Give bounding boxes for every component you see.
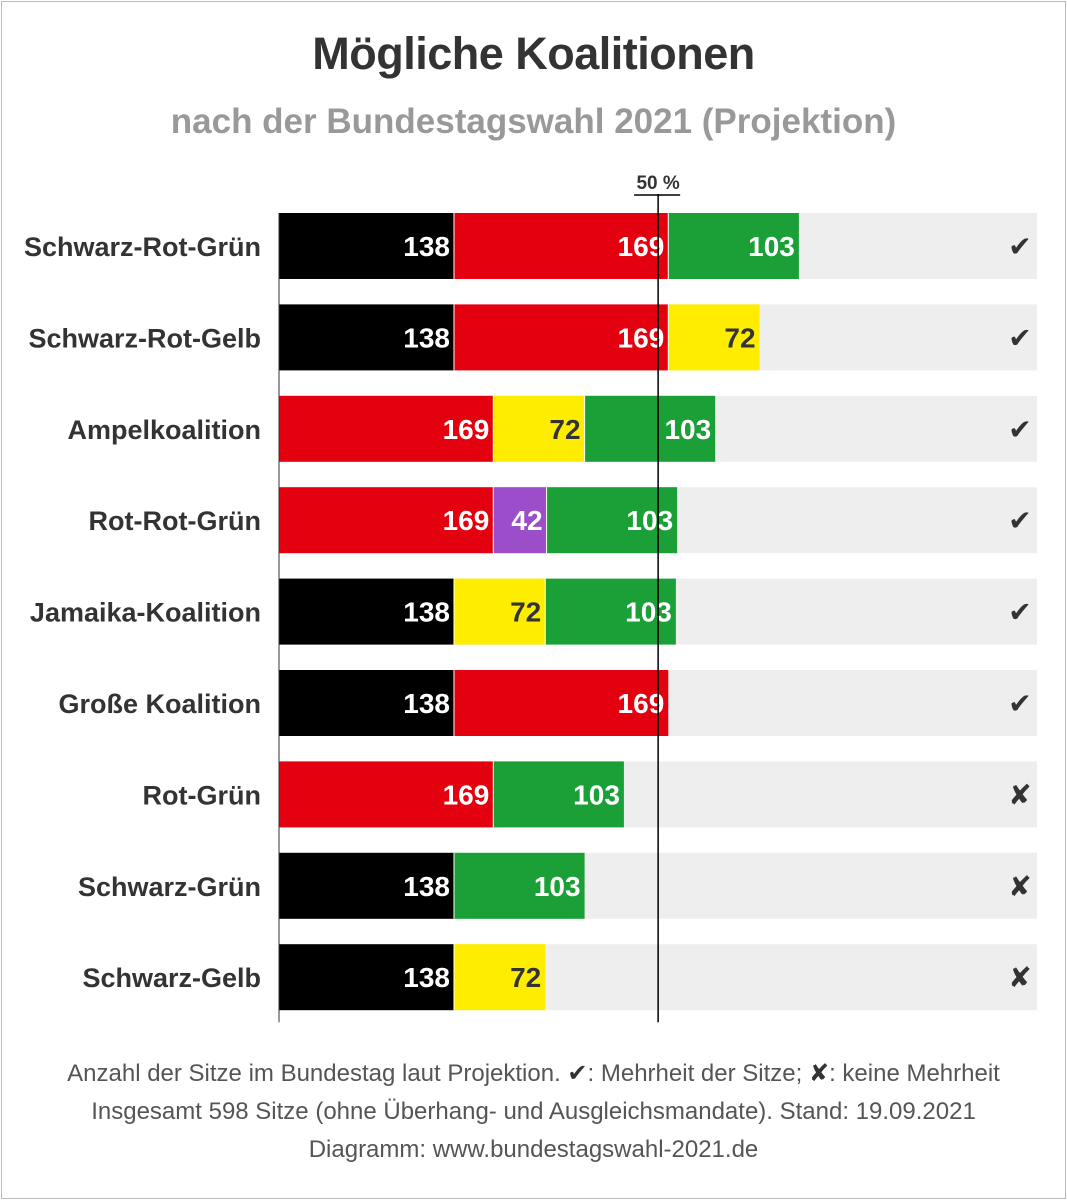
segment-value-ampelkoalition-1: 72	[549, 414, 580, 445]
check-icon-schwarz-rot-gelb: ✔	[1008, 321, 1031, 354]
bar-segment-schwarz-rot-gelb-1	[453, 304, 669, 371]
row-label-ampelkoalition: Ampelkoalition	[67, 415, 261, 445]
bar-segment-schwarz-rot-grün-1	[453, 213, 669, 279]
segment-value-rot-grün-1: 103	[573, 779, 620, 810]
cross-icon-schwarz-grün: ✘	[1008, 870, 1031, 903]
bar-segment-rot-rot-grün-0	[279, 487, 494, 554]
footer-line-legend: Anzahl der Sitze im Bundestag laut Proje…	[67, 1059, 1000, 1087]
segment-value-rot-rot-grün-2: 103	[626, 505, 673, 536]
check-icon-jamaika-koalition: ✔	[1008, 596, 1031, 629]
cross-icon-rot-grün: ✘	[1008, 778, 1031, 811]
check-icon: ✔	[567, 1059, 588, 1087]
segment-value-grosse-koalition-1: 169	[618, 688, 665, 719]
chart-title: Mögliche Koalitionen	[312, 28, 755, 79]
bar-segment-jamaika-koalition-1	[453, 578, 546, 645]
bar-segment-rot-grün-1	[493, 761, 624, 828]
footer-line-source: Diagramm: www.bundestagswahl-2021.de	[308, 1136, 759, 1163]
check-icon-ampelkoalition: ✔	[1008, 413, 1031, 446]
segment-value-ampelkoalition-2: 103	[664, 414, 711, 445]
row-label-jamaika-koalition: Jamaika-Koalition	[30, 598, 261, 628]
check-icon-schwarz-rot-grün: ✔	[1008, 230, 1031, 263]
bar-segment-rot-rot-grün-2	[546, 487, 678, 554]
segment-value-schwarz-gelb-0: 138	[403, 962, 450, 993]
row-label-schwarz-gelb: Schwarz-Gelb	[82, 963, 261, 993]
bar-segment-schwarz-rot-gelb-0	[279, 304, 454, 371]
segment-value-ampelkoalition-0: 169	[443, 414, 490, 445]
row-label-rot-grün: Rot-Grün	[143, 780, 261, 810]
bar-segment-jamaika-koalition-0	[279, 578, 454, 645]
row-label-rot-rot-grün: Rot-Rot-Grün	[89, 506, 261, 536]
bar-segment-ampelkoalition-1	[493, 395, 585, 462]
chart-footer: Anzahl der Sitze im Bundestag laut Proje…	[0, 1054, 1067, 1169]
bar-segment-rot-grün-0	[279, 761, 494, 828]
cross-icon-schwarz-gelb: ✘	[1008, 961, 1031, 994]
bar-segment-schwarz-gelb-1	[453, 944, 546, 1011]
segment-value-schwarz-rot-gelb-0: 138	[403, 322, 450, 353]
bar-segment-schwarz-gelb-0	[279, 944, 454, 1011]
segment-value-schwarz-rot-gelb-2: 72	[724, 322, 755, 353]
bar-segment-schwarz-rot-gelb-2	[668, 304, 760, 371]
segment-value-schwarz-rot-grün-1: 169	[618, 231, 665, 262]
segment-value-schwarz-rot-grün-0: 138	[403, 231, 450, 262]
bar-segment-schwarz-rot-grün-0	[279, 213, 454, 279]
check-icon-grosse-koalition: ✔	[1008, 687, 1031, 720]
segment-value-jamaika-koalition-2: 103	[625, 597, 672, 628]
coalition-chart: Schwarz-Rot-Grün 138 169 103 ✔ Schwarz-Rot-Ge…	[24, 173, 1037, 1023]
segment-value-rot-grün-0: 169	[443, 779, 490, 810]
segment-value-rot-rot-grün-1: 42	[511, 505, 542, 536]
segment-value-jamaika-koalition-0: 138	[403, 597, 450, 628]
segment-value-schwarz-grün-0: 138	[403, 871, 450, 902]
segment-value-grosse-koalition-0: 138	[403, 688, 450, 719]
bar-segment-schwarz-rot-grün-2	[668, 213, 799, 279]
segment-value-schwarz-rot-grün-2: 103	[748, 231, 795, 262]
bar-segment-schwarz-grün-0	[279, 852, 454, 919]
bar-segment-grosse-koalition-1	[453, 670, 669, 736]
segment-value-jamaika-koalition-1: 72	[510, 597, 541, 628]
segment-value-schwarz-gelb-1: 72	[510, 962, 541, 993]
bar-segment-ampelkoalition-0	[279, 395, 494, 462]
check-icon-rot-rot-grün: ✔	[1008, 504, 1031, 537]
bar-segment-jamaika-koalition-2	[545, 578, 676, 645]
chart-subtitle: nach der Bundestagswahl 2021 (Projektion…	[170, 102, 897, 141]
majority-line-label: 50 %	[636, 173, 679, 194]
row-label-schwarz-rot-gelb: Schwarz-Rot-Gelb	[28, 323, 261, 353]
row-label-schwarz-rot-grün: Schwarz-Rot-Grün	[24, 232, 261, 262]
bar-segment-schwarz-grün-1	[453, 852, 585, 919]
bar-segment-ampelkoalition-2	[584, 395, 716, 462]
cross-icon: ✘	[808, 1059, 830, 1087]
segment-value-schwarz-grün-1: 103	[534, 871, 581, 902]
footer-line-total: Insgesamt 598 Sitze (ohne Überhang- und …	[91, 1098, 976, 1125]
segment-value-schwarz-rot-gelb-1: 169	[618, 322, 665, 353]
bar-segment-grosse-koalition-0	[279, 670, 454, 736]
segment-value-rot-rot-grün-0: 169	[443, 505, 490, 536]
bar-segment-rot-rot-grün-1	[493, 487, 547, 554]
row-label-schwarz-grün: Schwarz-Grün	[78, 872, 261, 902]
row-label-grosse-koalition: Große Koalition	[59, 689, 262, 719]
